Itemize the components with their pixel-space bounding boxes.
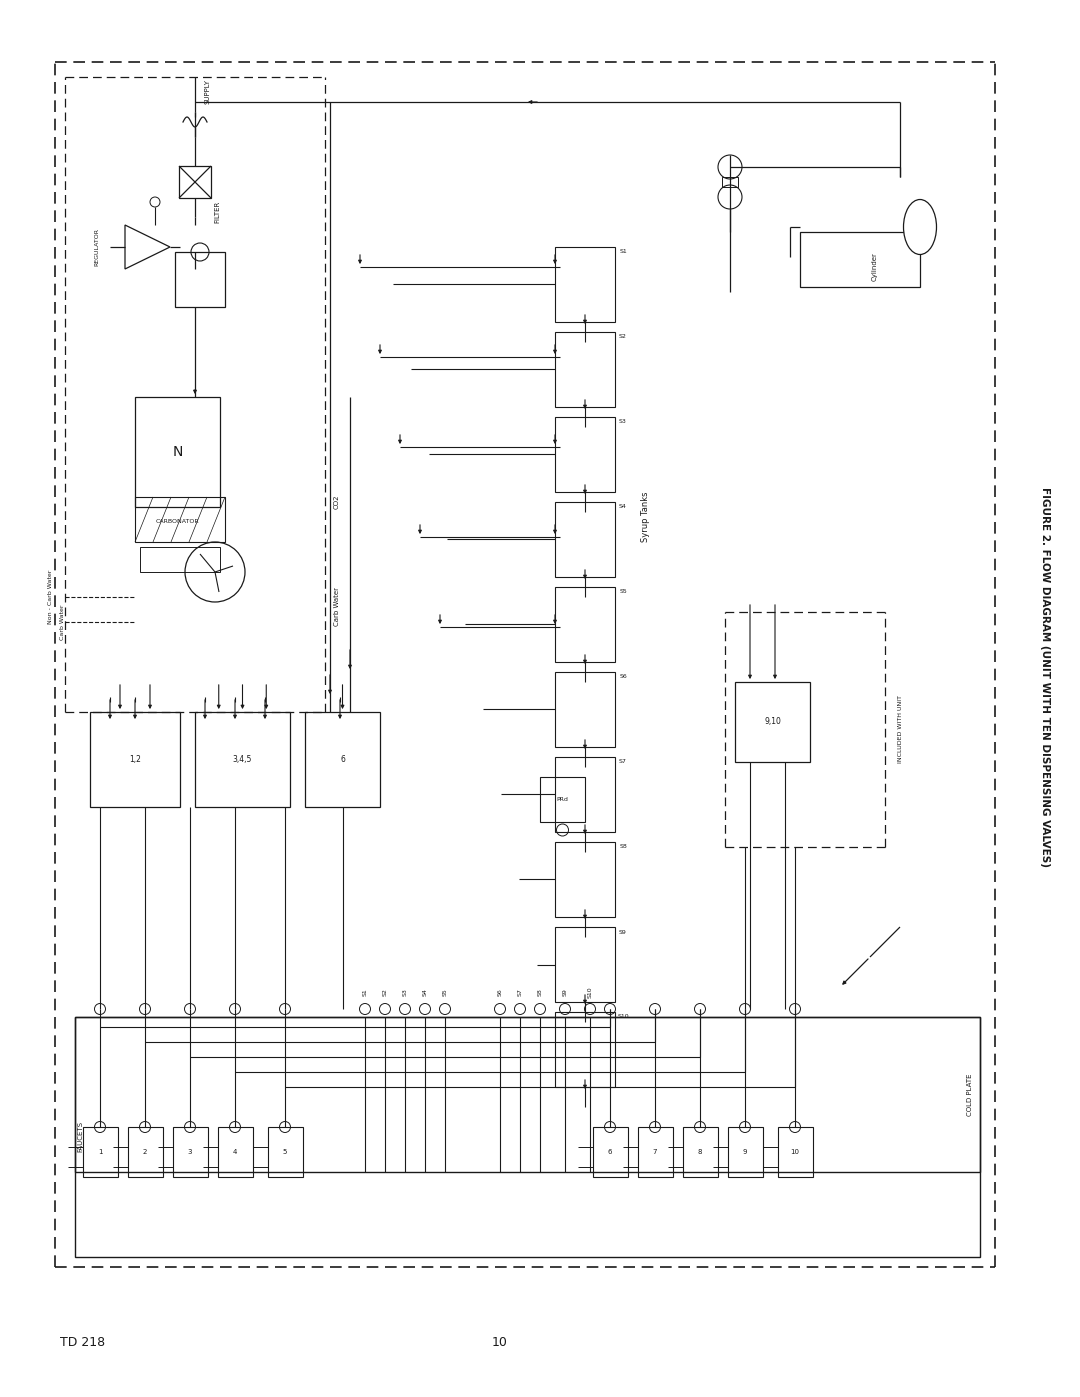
Text: S3: S3 — [403, 988, 407, 996]
Text: S10: S10 — [617, 1014, 629, 1020]
Text: S9: S9 — [563, 988, 567, 996]
Bar — [728, 1127, 762, 1178]
Text: S8: S8 — [538, 988, 542, 996]
Text: S7: S7 — [517, 988, 523, 996]
Text: FAUCETS: FAUCETS — [77, 1122, 83, 1153]
Bar — [593, 1127, 627, 1178]
Bar — [555, 247, 615, 321]
Text: REGULATOR: REGULATOR — [95, 228, 99, 265]
Text: TD 218: TD 218 — [60, 1336, 105, 1348]
Text: 3,4,5: 3,4,5 — [233, 754, 253, 764]
Text: Cylinder: Cylinder — [872, 253, 878, 281]
Text: 6: 6 — [608, 1148, 612, 1155]
Bar — [637, 1127, 673, 1178]
Text: S9: S9 — [619, 929, 626, 935]
Bar — [540, 777, 585, 821]
Text: Syrup Tanks: Syrup Tanks — [640, 492, 649, 542]
Bar — [555, 672, 615, 747]
Text: N: N — [173, 446, 183, 460]
Text: S6: S6 — [498, 988, 502, 996]
Text: S8: S8 — [619, 845, 626, 849]
Text: CO2: CO2 — [334, 495, 340, 510]
Text: FILTER: FILTER — [214, 201, 220, 224]
Bar — [683, 1127, 717, 1178]
Bar — [778, 1127, 812, 1178]
Text: 2: 2 — [143, 1148, 147, 1155]
Text: 3: 3 — [188, 1148, 192, 1155]
Text: 9: 9 — [743, 1148, 747, 1155]
Text: INCLUDED WITH UNIT: INCLUDED WITH UNIT — [897, 696, 903, 764]
Bar — [90, 712, 180, 807]
Bar — [75, 1017, 980, 1172]
Text: S1: S1 — [619, 250, 626, 254]
Text: S2: S2 — [619, 334, 626, 339]
Text: S2: S2 — [382, 988, 388, 996]
Bar — [800, 232, 920, 286]
Ellipse shape — [904, 200, 936, 254]
Text: Carb Water: Carb Water — [60, 605, 66, 640]
Text: 4: 4 — [233, 1148, 238, 1155]
Bar — [217, 1127, 253, 1178]
Text: 9,10: 9,10 — [764, 718, 781, 726]
Bar — [175, 251, 225, 307]
Text: 5: 5 — [283, 1148, 287, 1155]
Text: Carb Water: Carb Water — [334, 588, 340, 626]
Text: PRd: PRd — [556, 798, 568, 802]
Text: S3: S3 — [619, 419, 626, 425]
Bar — [268, 1127, 302, 1178]
Text: 6: 6 — [340, 754, 345, 764]
Bar — [127, 1127, 162, 1178]
Bar — [555, 587, 615, 662]
Text: S4: S4 — [422, 988, 428, 996]
Bar — [82, 1127, 118, 1178]
Bar — [555, 1011, 615, 1087]
Text: FIGURE 2. FLOW DIAGRAM (UNIT WITH TEN DISPENSING VALVES): FIGURE 2. FLOW DIAGRAM (UNIT WITH TEN DI… — [1040, 488, 1050, 868]
Bar — [735, 682, 810, 761]
Text: S6: S6 — [619, 675, 626, 679]
Bar — [173, 1127, 207, 1178]
Bar — [555, 842, 615, 916]
Text: 7: 7 — [652, 1148, 658, 1155]
Text: S4: S4 — [619, 504, 626, 510]
Bar — [555, 332, 615, 407]
Text: CARBONATOR: CARBONATOR — [156, 520, 200, 524]
Bar — [140, 548, 220, 571]
Bar — [135, 397, 220, 507]
Text: SUPPLY: SUPPLY — [204, 80, 210, 105]
Text: Non - Carb Water: Non - Carb Water — [48, 570, 53, 624]
Bar — [555, 416, 615, 492]
Bar — [723, 177, 738, 187]
Bar — [555, 928, 615, 1002]
Text: 1,2: 1,2 — [130, 754, 140, 764]
Bar — [555, 757, 615, 833]
Text: S7: S7 — [619, 760, 626, 764]
Bar — [555, 502, 615, 577]
Text: S5: S5 — [619, 590, 626, 595]
Text: S1: S1 — [363, 988, 367, 996]
Text: COLD PLATE: COLD PLATE — [967, 1073, 973, 1116]
Text: 10: 10 — [791, 1148, 799, 1155]
Bar — [179, 166, 211, 198]
Bar — [75, 1017, 980, 1257]
Text: S10: S10 — [588, 986, 593, 997]
Bar — [135, 497, 225, 542]
Bar — [195, 712, 291, 807]
Text: 10: 10 — [492, 1336, 508, 1348]
Bar — [305, 712, 380, 807]
Text: S5: S5 — [443, 988, 447, 996]
Text: 1: 1 — [98, 1148, 103, 1155]
Text: 8: 8 — [698, 1148, 702, 1155]
